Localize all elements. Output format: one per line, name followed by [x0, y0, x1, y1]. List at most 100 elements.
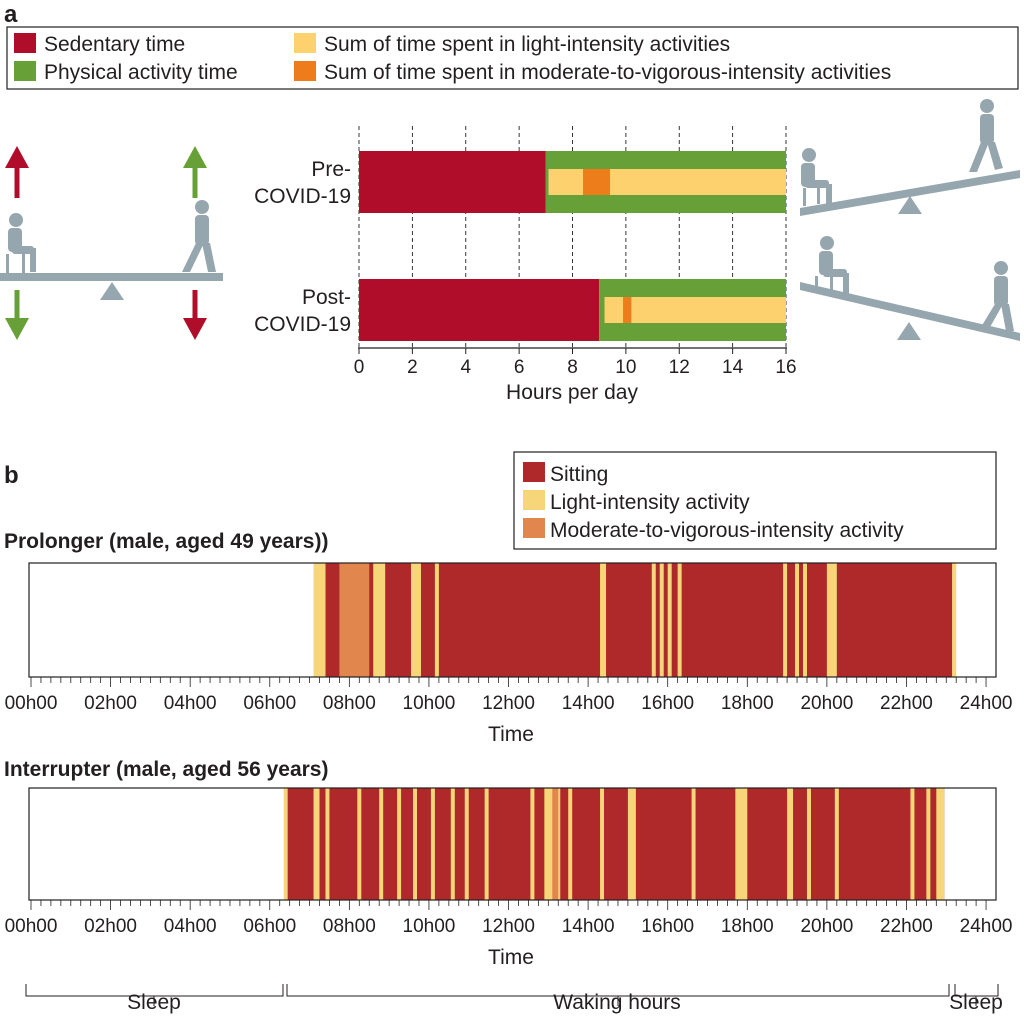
chart-a-bars [359, 151, 786, 341]
sleep-label-left: Sleep [127, 991, 181, 1014]
time-tick-label-20h00: 20h00 [800, 693, 853, 714]
light-segment-4 [379, 788, 384, 900]
light-segment-14 [600, 788, 605, 900]
time-tick-label-16h00: 16h00 [641, 916, 694, 937]
seesaw-pivot [100, 282, 124, 300]
time-tick-label-18h00: 18h00 [721, 916, 774, 937]
mvpa-segment-0 [339, 563, 370, 677]
seesaw-tilted-sedentary-illustration [800, 236, 1020, 341]
walking-person-icon [981, 261, 1014, 331]
legend-label-light-activity: Light-intensity activity [550, 491, 750, 514]
chart-a-x-axis: 0 2 4 6 8 10 12 14 16 [354, 347, 797, 378]
walking-person-icon [182, 200, 216, 272]
light-segment-2 [411, 563, 421, 677]
interrupter-subtitle: Interrupter (male, aged 56 years) [4, 758, 328, 781]
sitting-person-icon [801, 148, 832, 206]
seesaw-balanced-illustration [0, 146, 223, 340]
prolonger-x-axis-title: Time [488, 723, 534, 746]
legend-swatch-physical [14, 61, 36, 81]
time-tick-label-08h00: 08h00 [323, 916, 376, 937]
time-tick-label-12h00: 12h00 [482, 693, 535, 714]
mvpa-segment-0 [552, 788, 559, 900]
light-segment-2 [325, 788, 330, 900]
light-segment-16 [691, 788, 696, 900]
light-segment-9 [783, 563, 788, 677]
legend-swatch-mvpa-activity [523, 518, 545, 538]
time-tick-label-24h00: 24h00 [960, 916, 1013, 937]
light-segment-18 [787, 788, 794, 900]
time-tick-label-02h00: 02h00 [84, 916, 137, 937]
panel-a-label: a [4, 1, 18, 28]
prolonger-subtitle: Prolonger (male, aged 49 years)) [4, 530, 328, 553]
time-tick-label-14h00: 14h00 [562, 916, 615, 937]
chart-a-category-labels: Pre- COVID-19 Post- COVID-19 [254, 158, 351, 336]
waking-hours-label: Waking hours [553, 991, 681, 1014]
light-segment-22 [926, 788, 931, 900]
x-tick-label-2: 2 [407, 357, 418, 378]
legend-swatch-sitting [523, 462, 545, 482]
bar-light-1-1 [631, 297, 786, 323]
light-segment-4 [600, 563, 607, 677]
legend-label-mvpa-activity: Moderate-to-vigorous-intensity activity [550, 519, 904, 542]
bar-light-0-0 [548, 169, 584, 195]
light-segment-5 [397, 788, 402, 900]
light-segment-13 [952, 563, 957, 677]
x-tick-label-8: 8 [567, 357, 578, 378]
time-tick-label-00h00: 00h00 [5, 916, 58, 937]
light-segment-21 [910, 788, 915, 900]
light-segment-8 [450, 788, 455, 900]
legend-label-mvpa: Sum of time spent in moderate-to-vigorou… [324, 61, 891, 84]
x-tick-label-6: 6 [514, 357, 525, 378]
sleep-label-right: Sleep [949, 991, 1003, 1014]
legend-label-light: Sum of time spent in light-intensity act… [324, 33, 730, 56]
arrow-down-green-icon [5, 290, 29, 340]
arrow-up-red-icon [5, 146, 29, 198]
light-segment-13 [568, 788, 573, 900]
bar-sedentary-0 [359, 151, 546, 213]
light-segment-9 [464, 788, 469, 900]
light-segment-6 [659, 563, 664, 677]
category-label-1-0: Post- [302, 286, 351, 309]
panel-a-legend-frame [6, 26, 1019, 90]
light-segment-11 [803, 563, 807, 677]
sitting-segment [285, 788, 945, 900]
light-segment-19 [806, 788, 811, 900]
panel-b-legend: Sitting Light-intensity activity Moderat… [513, 451, 997, 550]
x-tick-label-4: 4 [460, 357, 471, 378]
time-tick-label-14h00: 14h00 [562, 693, 615, 714]
chart-a-x-axis-title: Hours per day [506, 381, 638, 404]
x-tick-label-16: 16 [775, 357, 796, 378]
period-brackets [25, 984, 999, 1006]
bar-light-1-0 [604, 297, 624, 323]
light-segment-7 [430, 788, 435, 900]
bar-sedentary-1 [359, 279, 600, 341]
time-tick-label-22h00: 22h00 [880, 916, 933, 937]
panel-a-legend: Sedentary time Physical activity time Su… [6, 26, 1019, 90]
light-segment-7 [667, 563, 672, 677]
seesaw-tilted-active-illustration [800, 99, 1020, 216]
timeline-frame [28, 787, 997, 901]
seesaw-board-lower [800, 282, 1020, 341]
light-segment-1 [313, 788, 320, 900]
bar-mvpa-0-0 [583, 169, 610, 195]
legend-swatch-light-activity [523, 490, 545, 510]
time-tick-label-02h00: 02h00 [84, 693, 137, 714]
light-segment-20 [834, 788, 839, 900]
light-segment-3 [434, 563, 439, 677]
time-tick-label-22h00: 22h00 [880, 693, 933, 714]
time-tick-label-04h00: 04h00 [164, 916, 217, 937]
walking-person-icon [969, 99, 1003, 172]
time-tick-label-06h00: 06h00 [243, 693, 296, 714]
light-segment-23 [936, 788, 945, 900]
seesaw-pivot-lower [897, 322, 921, 340]
legend-label-sedentary: Sedentary time [44, 33, 185, 56]
light-segment-10 [795, 563, 800, 677]
light-segment-10 [484, 788, 489, 900]
prolonger-timeline-chart: 00h00 02h00 04h00 06h00 08h00 10h00 12h00 14h00… [5, 562, 1012, 714]
light-segment-12 [826, 563, 837, 677]
light-segment-3 [357, 788, 362, 900]
time-tick-label-16h00: 16h00 [641, 693, 694, 714]
light-segment-5 [651, 563, 656, 677]
legend-swatch-light [294, 33, 316, 53]
